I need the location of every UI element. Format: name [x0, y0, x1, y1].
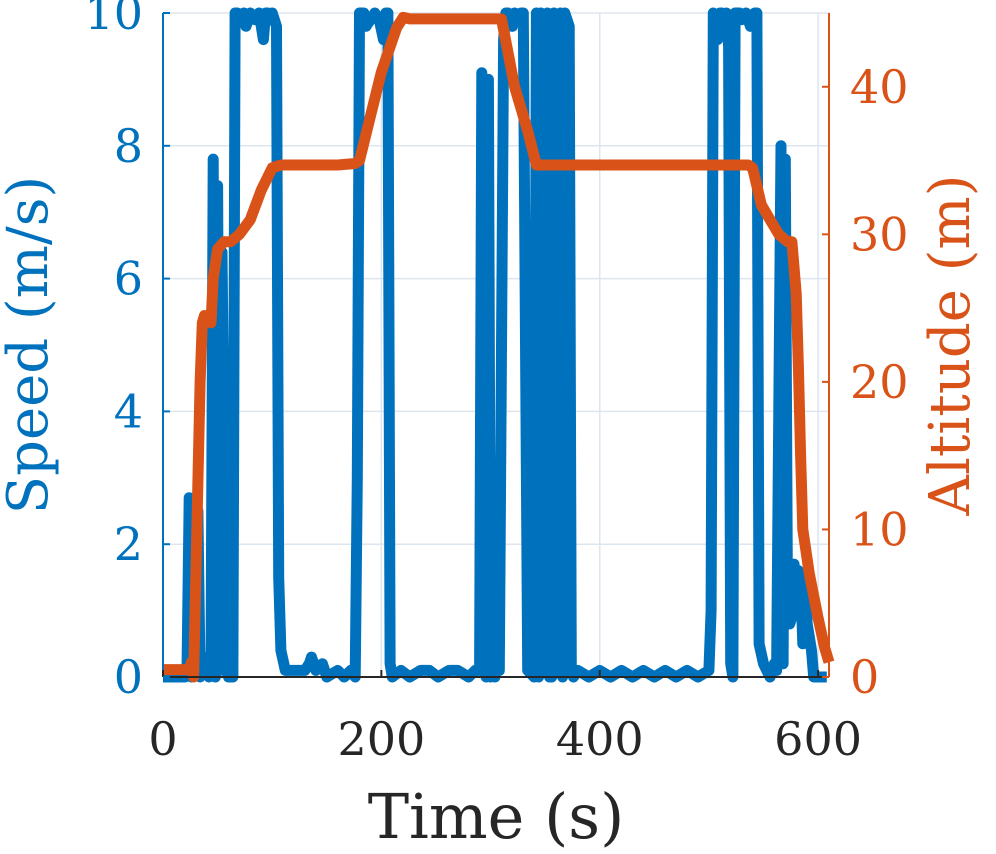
right-y-tick-label: 10	[850, 502, 909, 556]
left-y-tick-label: 2	[114, 517, 143, 571]
x-tick-label: 600	[774, 712, 862, 766]
left-y-tick-label: 6	[114, 252, 143, 306]
left-y-tick-label: 10	[84, 0, 143, 40]
x-tick-label: 200	[337, 712, 425, 766]
speed-series-line	[163, 7, 828, 683]
plot-area	[163, 7, 835, 683]
right-y-tick-label: 30	[850, 207, 909, 261]
right-y-tick-label: 40	[850, 60, 909, 114]
x-axis-ticks: 0 200 400 600	[148, 670, 862, 766]
right-y-axis-label: Altitude (m)	[918, 175, 983, 517]
altitude-series-line	[163, 11, 835, 683]
right-y-tick-label: 0	[850, 650, 879, 704]
axes-frame	[162, 13, 830, 678]
right-y-tick-label: 20	[850, 355, 909, 409]
left-y-tick-label: 4	[114, 384, 143, 438]
left-y-axis-ticks: 0 2 4 6 8 10	[84, 0, 170, 704]
left-y-axis-label: Speed (m/s)	[0, 176, 61, 515]
x-tick-label: 0	[148, 712, 177, 766]
x-tick-label: 400	[556, 712, 644, 766]
left-y-tick-label: 8	[114, 119, 143, 173]
x-axis-label: Time (s)	[368, 780, 625, 853]
right-y-axis-ticks: 0 10 20 30 40	[822, 60, 909, 704]
left-y-tick-label: 0	[114, 650, 143, 704]
